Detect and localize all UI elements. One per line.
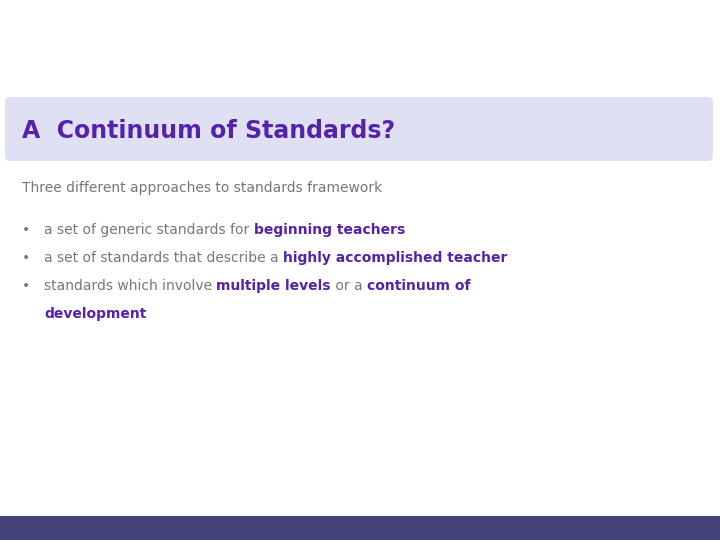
Text: continuum of: continuum of <box>367 279 470 293</box>
Text: a set of standards that describe a: a set of standards that describe a <box>44 251 283 265</box>
Text: •: • <box>22 279 30 293</box>
Text: •: • <box>22 223 30 237</box>
Text: a set of generic standards for: a set of generic standards for <box>44 223 253 237</box>
Text: multiple levels: multiple levels <box>217 279 331 293</box>
Text: standards which involve: standards which involve <box>44 279 217 293</box>
Text: A  Continuum of Standards?: A Continuum of Standards? <box>22 119 395 143</box>
Text: Three different approaches to standards framework: Three different approaches to standards … <box>22 181 382 195</box>
Text: beginning teachers: beginning teachers <box>253 223 405 237</box>
Text: Standards and Competencies: Standards and Competencies <box>15 29 429 53</box>
Text: development: development <box>44 307 146 321</box>
Text: •: • <box>22 251 30 265</box>
Text: or a: or a <box>331 279 367 293</box>
FancyBboxPatch shape <box>0 516 720 540</box>
Text: highly accomplished teacher: highly accomplished teacher <box>283 251 508 265</box>
FancyBboxPatch shape <box>5 97 713 161</box>
